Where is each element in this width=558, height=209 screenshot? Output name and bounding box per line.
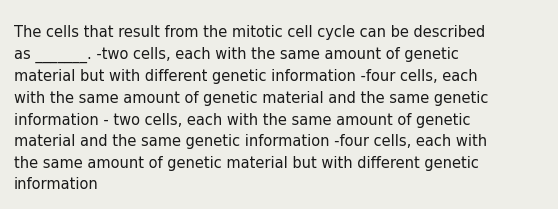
Text: The cells that result from the mitotic cell cycle can be described
as _______. -: The cells that result from the mitotic c… [14, 25, 488, 192]
